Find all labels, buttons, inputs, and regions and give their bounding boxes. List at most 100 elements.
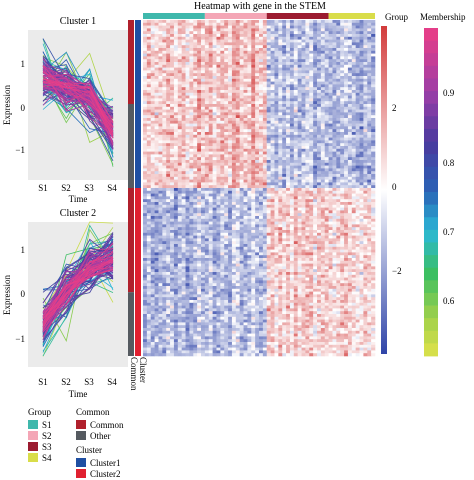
- heatmap-cell: [317, 59, 322, 63]
- heatmap-cell: [189, 20, 194, 24]
- heatmap-cell: [359, 101, 364, 105]
- heatmap-cell: [347, 106, 353, 110]
- heatmap-cell: [220, 143, 225, 147]
- heatmap-cell: [289, 134, 295, 138]
- heatmap-cell: [347, 59, 353, 63]
- heatmap-cell: [235, 204, 240, 208]
- heatmap-cell: [262, 174, 268, 178]
- heatmap-cell: [282, 179, 287, 183]
- heatmap-cell: [247, 118, 252, 122]
- heatmap-cell: [317, 39, 322, 43]
- heatmap-cell: [324, 146, 329, 150]
- heatmap-cell: [340, 230, 345, 234]
- heatmap-cell: [363, 132, 368, 136]
- heatmap-cell: [143, 143, 148, 147]
- heatmap-cell: [193, 207, 198, 211]
- heatmap-cell: [181, 162, 186, 166]
- heatmap-cell: [262, 118, 268, 122]
- heatmap-cell: [270, 137, 275, 141]
- heatmap-cell: [208, 230, 213, 234]
- heatmap-cell: [181, 78, 186, 82]
- heatmap-cell: [154, 129, 159, 133]
- heatmap-cell: [367, 129, 372, 133]
- heatmap-cell: [371, 165, 376, 169]
- heatmap-cell: [293, 106, 298, 110]
- heatmap-cell: [251, 216, 256, 220]
- heatmap-cell: [313, 154, 318, 158]
- heatmap-cell: [220, 112, 225, 116]
- heatmap-cell: [259, 112, 264, 116]
- heatmap-cell: [220, 87, 225, 91]
- heatmap-cell: [282, 90, 287, 94]
- heatmap-cell: [150, 162, 155, 166]
- heatmap-cell: [305, 39, 310, 43]
- heatmap-cell: [367, 22, 372, 26]
- heatmap-cell: [231, 81, 237, 85]
- heatmap-cell: [255, 199, 260, 203]
- heatmap-cell: [262, 132, 268, 136]
- heatmap-cell: [204, 120, 210, 124]
- heatmap-cell: [216, 50, 221, 54]
- heatmap-cell: [328, 193, 333, 197]
- heatmap-cell: [266, 148, 271, 152]
- heatmap-cell: [328, 56, 333, 60]
- heatmap-cell: [255, 59, 260, 63]
- heatmap-cell: [359, 78, 364, 82]
- heatmap-cell: [185, 129, 190, 133]
- heatmap-cell: [193, 67, 198, 71]
- heatmap-cell: [278, 202, 283, 206]
- heatmap-cell: [251, 188, 256, 192]
- heatmap-cell: [216, 232, 221, 236]
- heatmap-cell: [197, 34, 202, 38]
- heatmap-cell: [359, 151, 364, 155]
- heatmap-cell: [336, 171, 341, 175]
- heatmap-cell: [266, 73, 271, 77]
- heatmap-cell: [309, 76, 314, 80]
- heatmap-cell: [301, 92, 306, 96]
- heatmap-cell: [282, 134, 287, 138]
- heatmap-cell: [212, 193, 217, 197]
- heatmap-cell: [181, 216, 186, 220]
- heatmap-cell: [274, 115, 279, 119]
- heatmap-cell: [220, 123, 225, 127]
- heatmap-cell: [313, 207, 318, 211]
- heatmap-cell: [363, 168, 368, 172]
- heatmap-cell: [181, 109, 186, 113]
- heatmap-cell: [181, 143, 186, 147]
- heatmap-cell: [324, 50, 329, 54]
- heatmap-cell: [351, 62, 356, 66]
- heatmap-cell: [270, 134, 275, 138]
- heatmap-cell: [320, 165, 326, 169]
- heatmap-cell: [154, 115, 159, 119]
- heatmap-cell: [262, 73, 268, 77]
- heatmap-cell: [170, 36, 175, 40]
- heatmap-cell: [197, 157, 202, 161]
- heatmap-cell: [301, 168, 306, 172]
- heatmap-cell: [355, 134, 360, 138]
- heatmap-cell: [239, 62, 244, 66]
- heatmap-cell: [324, 115, 329, 119]
- heatmap-cell: [340, 84, 345, 88]
- heatmap-cell: [193, 20, 198, 24]
- heatmap-cell: [193, 109, 198, 113]
- heatmap-cell: [166, 98, 171, 102]
- heatmap-cell: [293, 162, 298, 166]
- heatmap-cell: [359, 168, 364, 172]
- heatmap-cell: [216, 188, 221, 192]
- heatmap-cell: [317, 34, 322, 38]
- heatmap-cell: [173, 98, 179, 102]
- heatmap-cell: [297, 118, 302, 122]
- heatmap-cell: [143, 70, 148, 74]
- heatmap-cell: [239, 137, 244, 141]
- heatmap-cell: [173, 20, 179, 24]
- heatmap-cell: [150, 132, 155, 136]
- heatmap-cell: [344, 174, 349, 178]
- heatmap-cell: [197, 132, 202, 136]
- heatmap-cell: [347, 207, 353, 211]
- heatmap-cell: [347, 76, 353, 80]
- heatmap-cell: [228, 62, 233, 66]
- heatmap-cell: [367, 207, 372, 211]
- heatmap-cell: [359, 148, 364, 152]
- heatmap-cell: [313, 28, 318, 32]
- heatmap-cell: [201, 70, 206, 74]
